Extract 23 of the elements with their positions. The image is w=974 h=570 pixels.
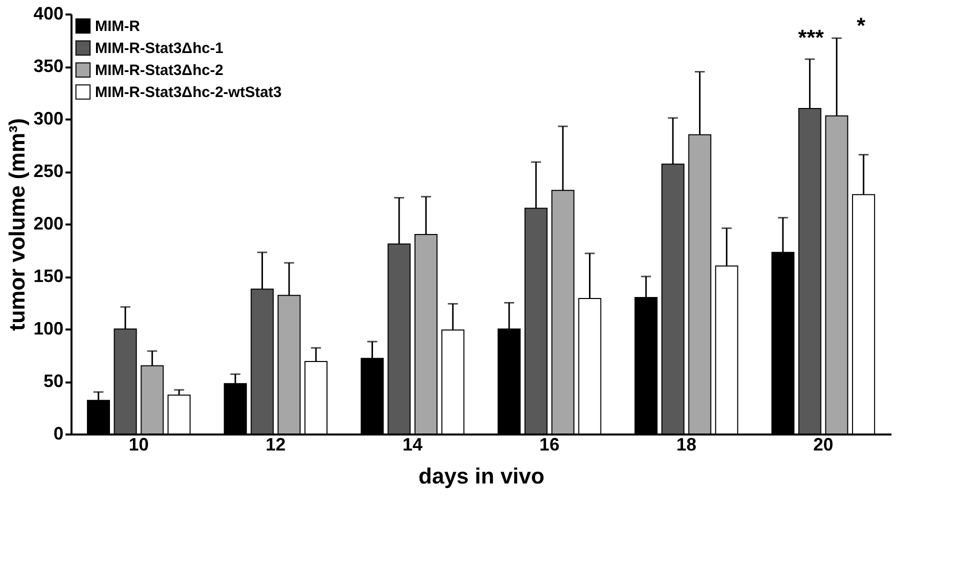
legend-label: MIM-R-Stat3Δhc-2-wtStat3 <box>95 84 282 101</box>
x-tick-label: 12 <box>266 434 286 454</box>
y-tick-label: 300 <box>33 108 64 128</box>
y-tick-label: 0 <box>53 424 64 444</box>
y-tick-label: 350 <box>33 56 64 76</box>
legend-label: MIM-R <box>95 18 140 35</box>
y-tick-label: 50 <box>43 371 64 391</box>
y-tick-label: 250 <box>33 161 64 181</box>
annotation: * <box>856 13 866 38</box>
y-tick-label: 100 <box>33 318 64 338</box>
x-tick-label: 14 <box>402 434 423 454</box>
y-tick-label: 200 <box>33 214 64 234</box>
annotation: *** <box>798 25 824 50</box>
y-tick-label: 150 <box>33 266 64 286</box>
legend-label: MIM-R-Stat3Δhc-1 <box>95 40 224 57</box>
x-tick-label: 18 <box>676 434 696 454</box>
y-tick-label: 400 <box>33 4 64 24</box>
legend-label: MIM-R-Stat3Δhc-2 <box>95 62 224 79</box>
x-tick-label: 20 <box>813 434 834 454</box>
x-axis-title: days in vivo <box>418 464 544 488</box>
x-tick-label: 16 <box>539 434 560 454</box>
y-axis-title: tumor volume (mm³) <box>4 118 30 331</box>
x-tick-label: 10 <box>128 434 149 454</box>
